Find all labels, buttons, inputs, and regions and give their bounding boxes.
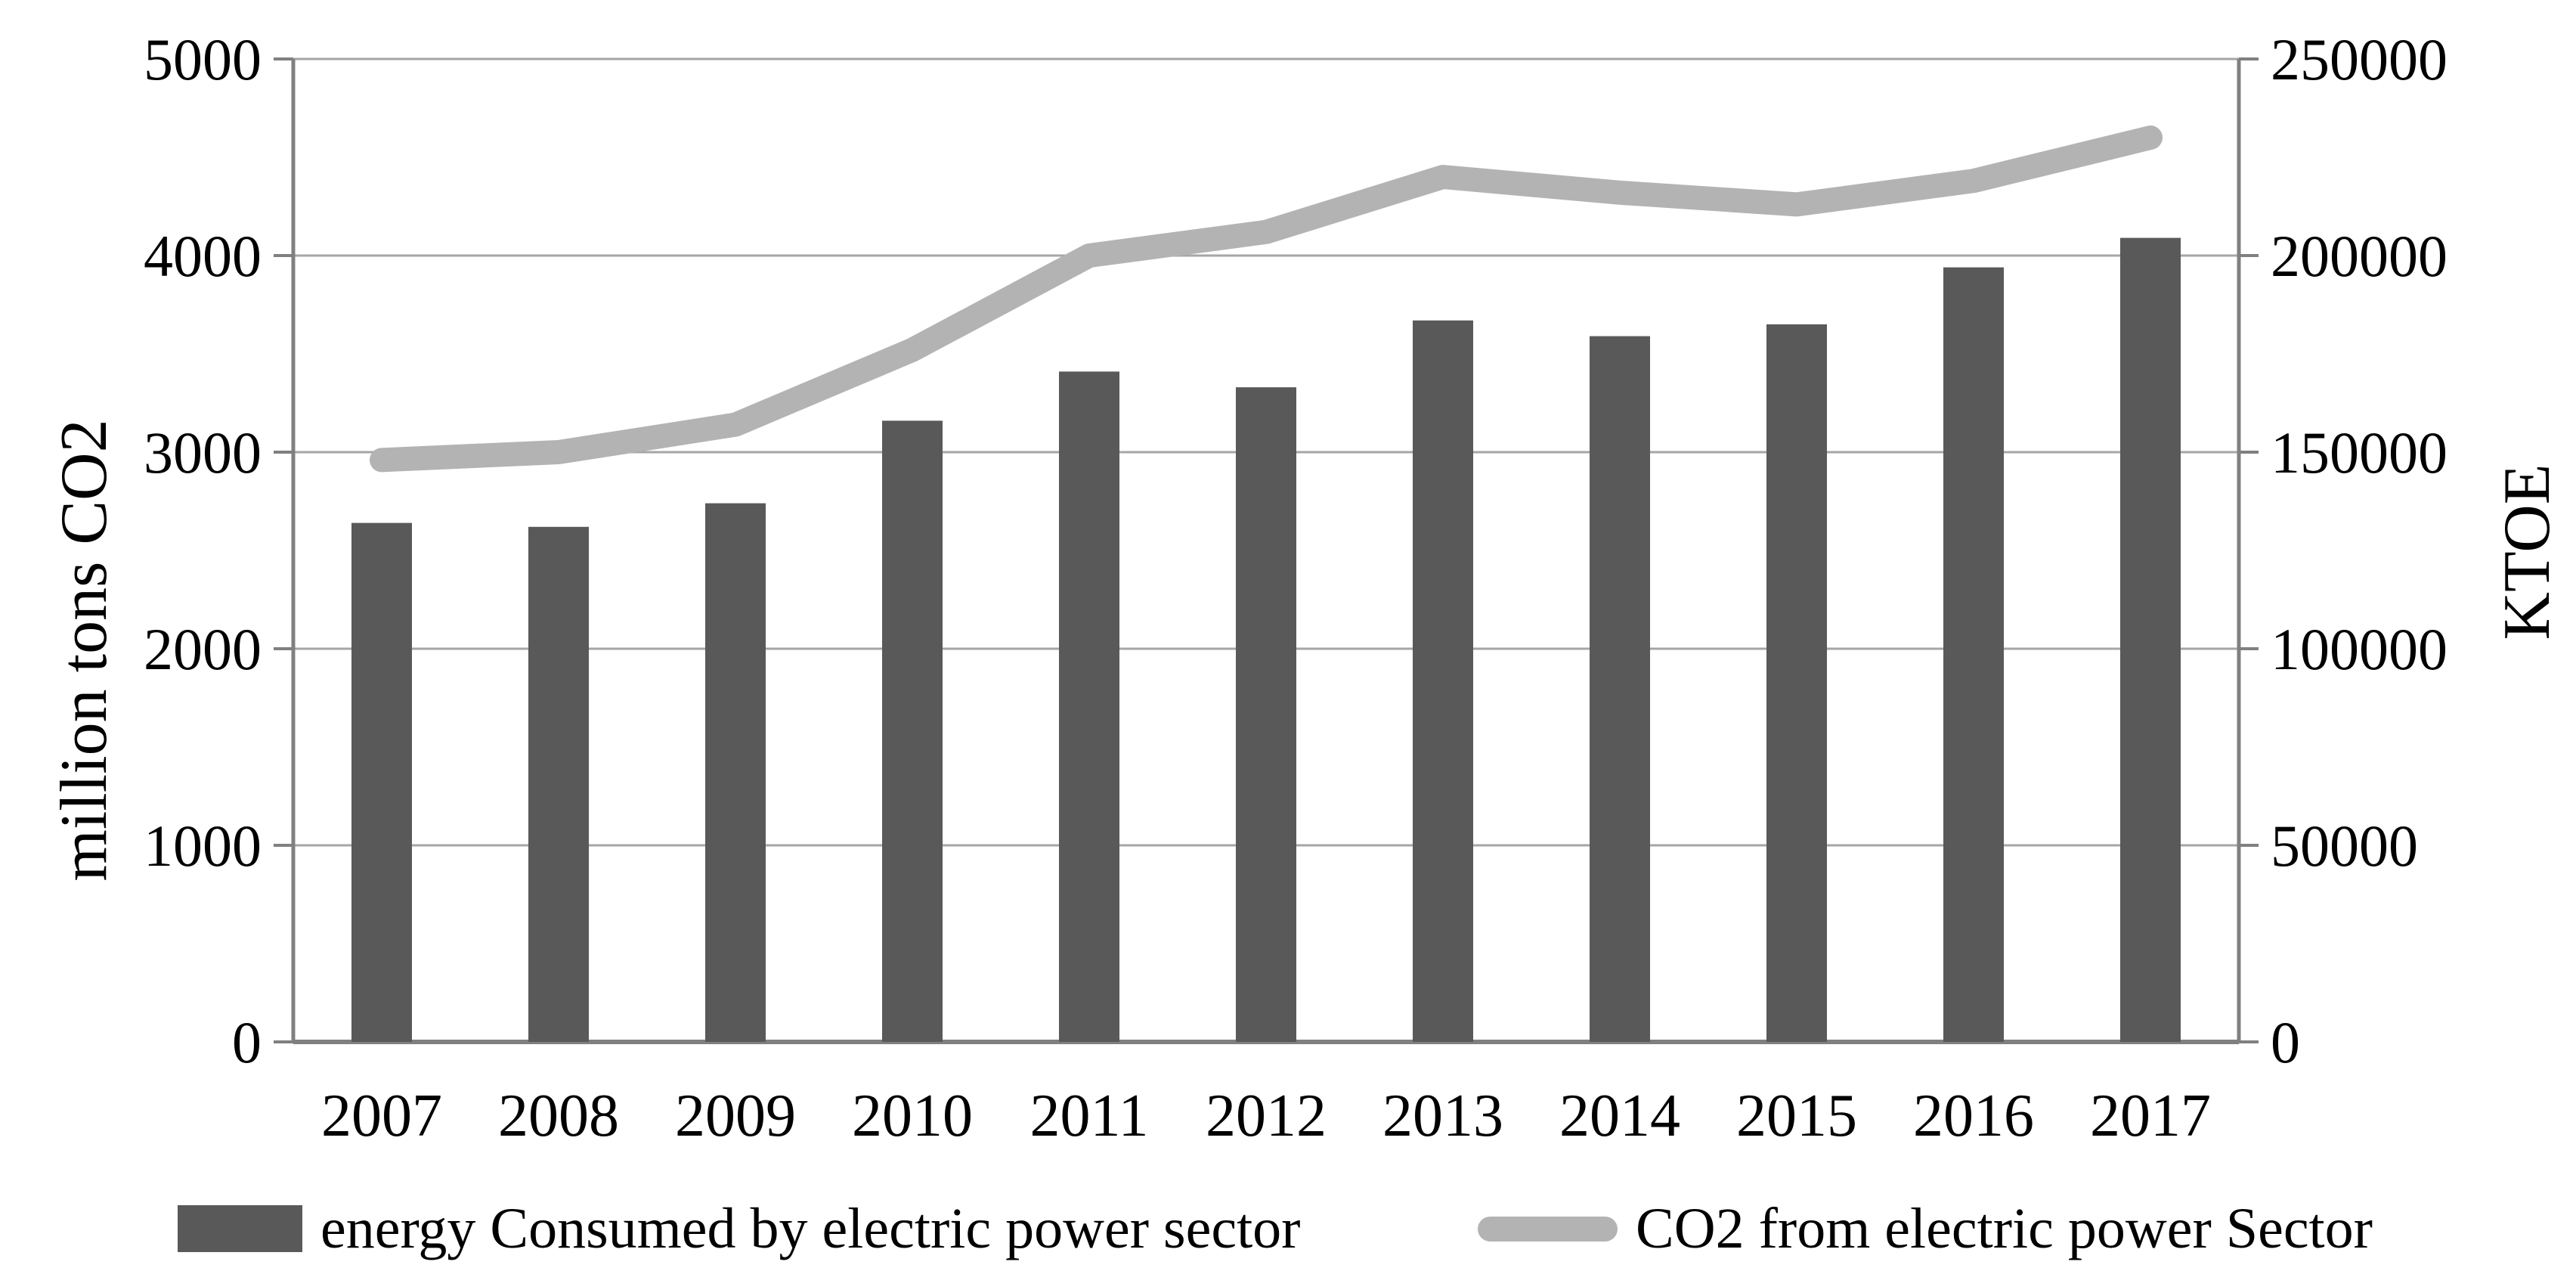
right-tick-label-150000: 150000	[2271, 420, 2448, 485]
x-tick-label-2009: 2009	[675, 1083, 796, 1149]
x-tick-label-2017: 2017	[2090, 1083, 2211, 1149]
line-series-label: CO2 from electric power Sector	[1636, 1197, 2373, 1260]
right-axis-title: KTOE	[2491, 463, 2564, 640]
x-tick-label-2007: 2007	[321, 1083, 442, 1149]
x-tick-label-2015: 2015	[1736, 1083, 1857, 1149]
bar-2011	[1059, 371, 1119, 1042]
bar-2012	[1236, 387, 1296, 1042]
bar-2010	[882, 420, 943, 1042]
x-tick-label-2011: 2011	[1029, 1083, 1148, 1149]
left-tick-label-5000: 5000	[144, 26, 262, 92]
x-tick-label-2013: 2013	[1382, 1083, 1503, 1149]
right-tick-label-250000: 250000	[2271, 26, 2448, 92]
line-series-swatch	[1478, 1216, 1618, 1242]
left-tick-label-0: 0	[232, 1009, 262, 1075]
x-tick-label-2016: 2016	[1913, 1083, 2034, 1149]
left-tick-label-4000: 4000	[144, 223, 262, 289]
bar-2009	[705, 503, 766, 1042]
legend-item-line-series: CO2 from electric power Sector	[1478, 1195, 2373, 1263]
x-tick-label-2014: 2014	[1559, 1083, 1680, 1149]
bar-2015	[1766, 324, 1827, 1042]
bar-series-swatch	[178, 1205, 302, 1252]
bar-2008	[528, 526, 589, 1042]
bar-2007	[351, 522, 412, 1042]
x-tick-label-2008: 2008	[498, 1083, 619, 1149]
bar-series-label: energy Consumed by electric power sector	[320, 1197, 1301, 1260]
right-tick-label-100000: 100000	[2271, 616, 2448, 682]
right-tick-label-50000: 50000	[2271, 813, 2418, 879]
x-tick-label-2010: 2010	[852, 1083, 973, 1149]
bar-2017	[2120, 237, 2181, 1043]
x-tick-label-2012: 2012	[1206, 1083, 1327, 1149]
bar-2014	[1590, 336, 1650, 1043]
legend-item-bar-series: energy Consumed by electric power sector	[178, 1195, 1301, 1263]
right-tick-label-0: 0	[2271, 1009, 2300, 1075]
left-axis-title: million tons CO2	[48, 419, 121, 882]
legend: energy Consumed by electric power sector…	[0, 1195, 2576, 1263]
bar-2013	[1413, 320, 1473, 1042]
right-tick-label-200000: 200000	[2271, 223, 2448, 289]
left-tick-label-3000: 3000	[144, 420, 262, 485]
left-tick-label-2000: 2000	[144, 616, 262, 682]
left-tick-label-1000: 1000	[144, 813, 262, 879]
co2-line-series	[370, 126, 2163, 473]
bar-2016	[1943, 267, 2004, 1043]
